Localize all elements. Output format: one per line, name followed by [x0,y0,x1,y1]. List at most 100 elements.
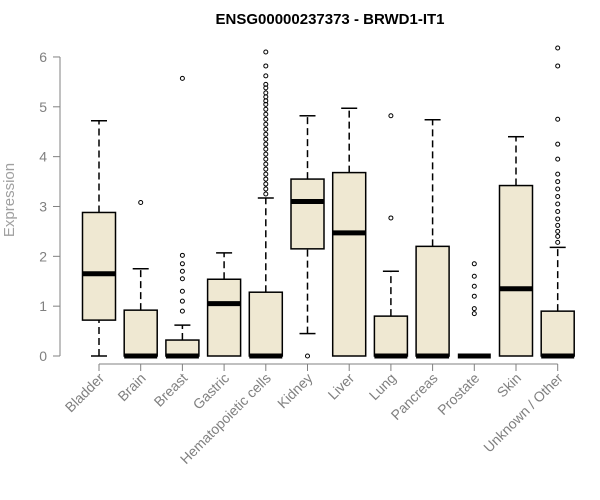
box-pancreas [415,119,450,359]
x-tick-label: Unknown / Other [480,370,566,456]
outlier-point [179,261,185,267]
outlier-point [555,141,561,147]
y-tick-label: 0 [39,348,47,364]
outlier-point [263,81,269,87]
outlier-point [263,73,269,79]
outlier-point [263,111,269,117]
outlier-point [471,306,477,312]
outlier-point [555,222,561,228]
iqr-box [290,178,325,250]
outlier-point [263,141,269,147]
y-tick-label: 1 [39,298,47,314]
outlier-point [263,116,269,122]
chart-title: ENSG00000237373 - BRWD1-IT1 [216,11,445,28]
outlier-point [471,283,477,289]
outlier-point [471,273,477,279]
iqr-box [540,310,575,357]
outlier-point [263,49,269,55]
outlier-point [471,293,477,299]
outlier-point [555,239,561,245]
x-tick-label: Bladder [62,370,108,416]
outlier-point [555,171,561,177]
y-tick-label: 6 [39,49,47,65]
box-series [81,45,575,359]
iqr-box [123,309,158,357]
outlier-point [138,199,144,205]
x-tick-label: Skin [494,370,525,401]
y-tick-label: 3 [39,198,47,214]
outlier-point [555,186,561,192]
outlier-point [263,121,269,127]
outlier-point [263,151,269,157]
iqr-box [248,291,284,357]
iqr-box [415,245,450,357]
iqr-box [206,278,242,357]
outlier-point [179,308,185,314]
outlier-point [179,298,185,304]
outlier-point [263,166,269,172]
box-lung [373,113,409,359]
y-axis: 0 1 2 3 4 5 6 [39,49,61,364]
box-liver [331,107,367,357]
outlier-point [263,101,269,107]
outlier-point [555,201,561,207]
outlier-point [263,94,269,100]
outlier-point [555,116,561,122]
outlier-point [388,215,394,221]
outlier-point [263,156,269,162]
box-bladder [81,120,117,357]
outlier-point [471,261,477,267]
box-unknown-other [540,45,575,359]
outlier-point [179,276,185,282]
outlier-point [263,85,269,91]
x-tick-label: Prostate [434,370,482,418]
outlier-point [263,161,269,167]
outlier-point [471,311,477,317]
x-tick-label: Lung [366,370,399,403]
outlier-point [179,288,185,294]
outlier-point [263,186,269,192]
outlier-point [263,136,269,142]
y-tick-label: 2 [39,248,47,264]
iqr-box [81,211,117,321]
outlier-point [263,171,269,177]
outlier-point [555,156,561,162]
outlier-point [555,179,561,185]
outlier-point [555,228,561,234]
outlier-point [263,146,269,152]
outlier-point [263,191,269,197]
outlier-point [263,176,269,182]
outlier-point [263,106,269,112]
box-kidney [290,115,325,359]
iqr-box [498,184,534,357]
y-axis-label: Expression [1,163,18,237]
outlier-point [263,131,269,137]
x-tick-label: Brain [114,370,148,404]
outlier-point [179,75,185,81]
outlier-point [555,63,561,69]
outlier-point [263,90,269,96]
box-hematopoietic-cells [248,49,284,359]
x-tick-label: Liver [325,370,358,403]
x-tick-label: Kidney [274,370,316,412]
outlier-point [179,268,185,274]
outlier-point [555,194,561,200]
outlier-point [555,216,561,222]
outlier-point [179,252,185,258]
outlier-point [263,181,269,187]
iqr-box [373,315,409,357]
box-gastric [206,252,242,357]
outlier-point [263,126,269,132]
box-breast [165,75,200,359]
outlier-point [555,208,561,214]
y-tick-label: 4 [39,149,47,165]
outlier-point [263,63,269,69]
x-tick-label: Breast [151,370,191,410]
iqr-box [331,171,367,357]
outlier-point [388,113,394,119]
box-prostate [457,261,491,359]
outlier-point [555,233,561,239]
